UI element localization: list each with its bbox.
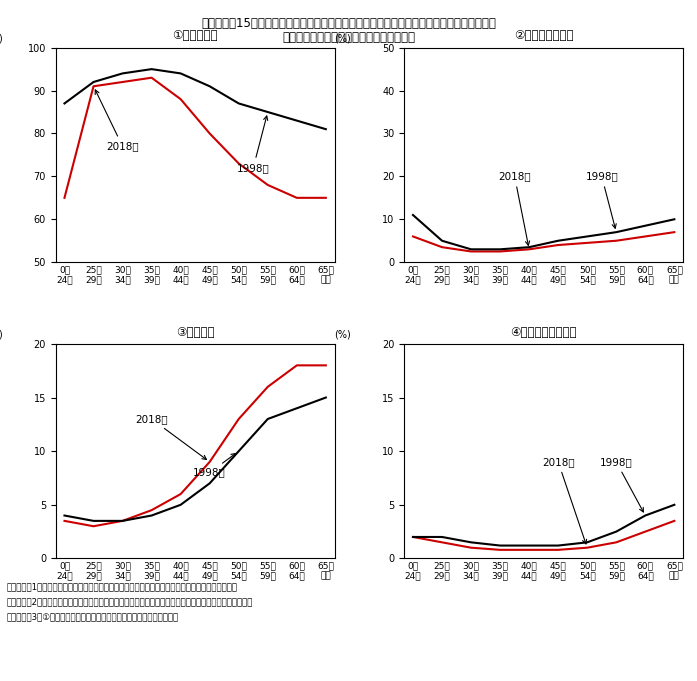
Text: 2018年: 2018年 bbox=[135, 414, 206, 460]
Text: 1998年: 1998年 bbox=[585, 172, 618, 228]
Text: (%): (%) bbox=[335, 33, 351, 44]
Text: 2018年: 2018年 bbox=[95, 90, 139, 151]
Text: (%): (%) bbox=[335, 330, 351, 340]
Title: ②中古住宅を購入: ②中古住宅を購入 bbox=[514, 29, 574, 42]
Text: (%): (%) bbox=[0, 330, 3, 340]
Text: 第３－２－15図　過去５年以内に建築・入居した持家の取得形態別、年齢別購入割合の推移: 第３－２－15図 過去５年以内に建築・入居した持家の取得形態別、年齢別購入割合の… bbox=[201, 17, 496, 30]
Text: 2．持家の購入割合は、取得形態別に、過去５年以内に建築された持家数を総数で除して算出。: 2．持家の購入割合は、取得形態別に、過去５年以内に建築された持家数を総数で除して… bbox=[7, 597, 253, 606]
Title: ③建て替え: ③建て替え bbox=[176, 326, 215, 338]
Text: (%): (%) bbox=[0, 33, 3, 44]
Text: 2018年: 2018年 bbox=[498, 172, 531, 245]
Text: 2018年: 2018年 bbox=[542, 457, 587, 544]
Text: 1998年: 1998年 bbox=[600, 457, 643, 512]
Text: 1998年: 1998年 bbox=[193, 454, 236, 477]
Title: ①新築を購入: ①新築を購入 bbox=[172, 29, 218, 42]
Text: （備考）　1．総務省「住宅・土地統計調査」により作成。年齢は、家計を主に支えるものの年齢。: （備考） 1．総務省「住宅・土地統計調査」により作成。年齢は、家計を主に支えるも… bbox=[7, 582, 238, 591]
Text: 3．①は、都市再生機構、公社から購入した新築住宅を含む。: 3．①は、都市再生機構、公社から購入した新築住宅を含む。 bbox=[7, 612, 179, 621]
Text: 1998年: 1998年 bbox=[237, 116, 270, 173]
Text: 中古住宅の購入が若年層や高年齢層で増加: 中古住宅の購入が若年層や高年齢層で増加 bbox=[282, 31, 415, 44]
Title: ④相続・贈与で取得: ④相続・贈与で取得 bbox=[510, 326, 577, 338]
